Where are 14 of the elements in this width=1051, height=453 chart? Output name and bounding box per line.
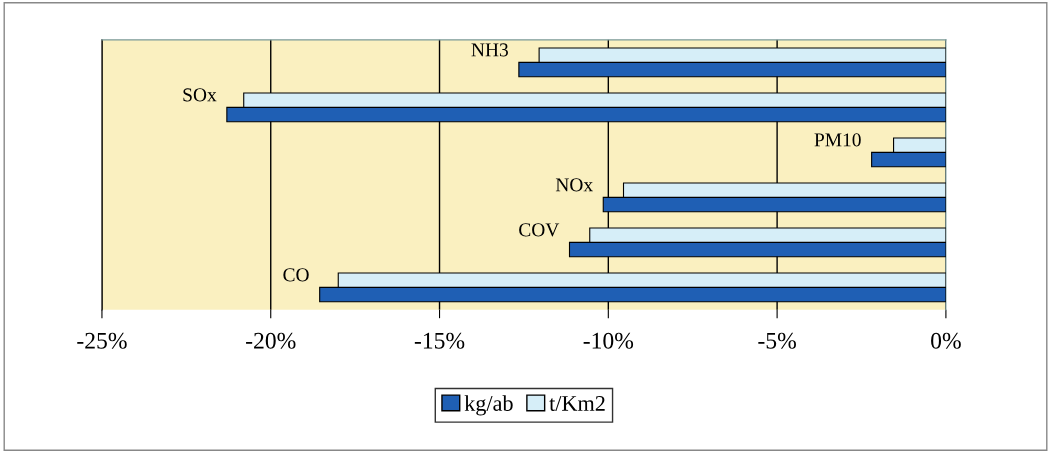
y-tick-label: COV	[519, 223, 560, 237]
x-tick-label: -10%	[583, 332, 634, 349]
y-tick-label: NH3	[471, 43, 508, 57]
x-tick-label: -25%	[77, 332, 127, 349]
y-tick-label: NOx	[555, 178, 593, 192]
y-tick-label: SOx	[183, 88, 217, 102]
y-tick-label: CO	[283, 268, 309, 282]
y-tick-label: PM10	[814, 133, 861, 147]
legend-label: kg/ab	[464, 395, 513, 416]
x-tick-label: -20%	[246, 332, 296, 349]
x-tick-label: -15%	[414, 332, 465, 349]
legend-label: t/Km2	[549, 395, 605, 411]
x-tick-label: -5%	[758, 332, 796, 349]
x-tick-label: 0%	[931, 332, 961, 349]
